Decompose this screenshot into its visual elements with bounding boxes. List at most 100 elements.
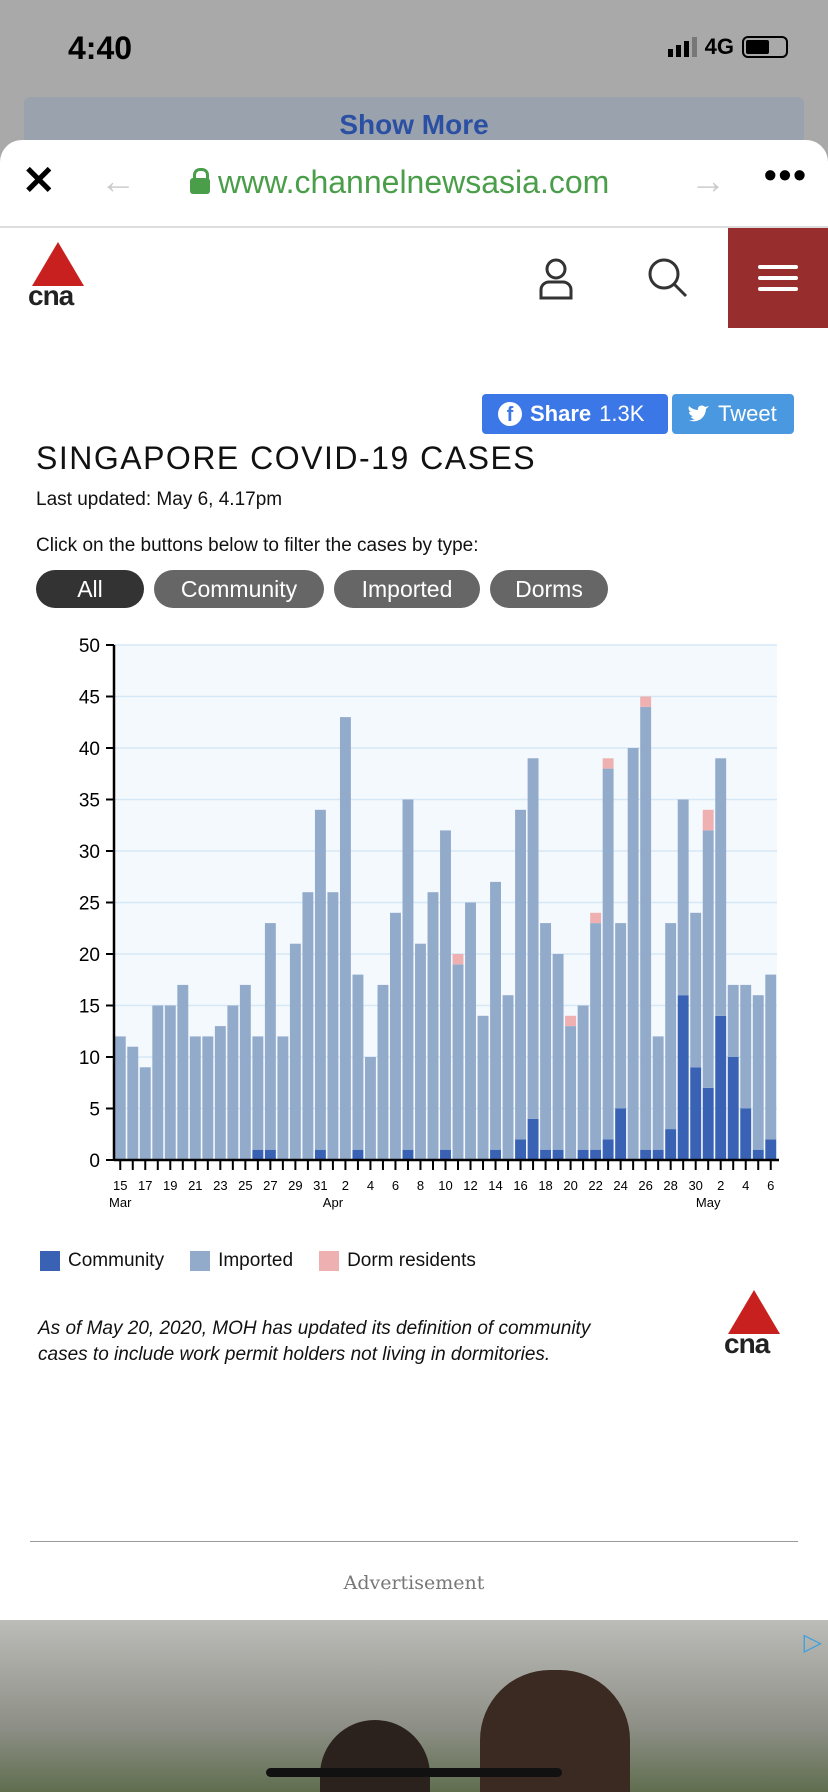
facebook-share-button[interactable]: f Share 1.3K [482, 394, 668, 434]
bar-imported [189, 1036, 201, 1160]
month-label: May [696, 1195, 721, 1210]
y-tick-label: 20 [79, 945, 100, 966]
bar-imported [352, 974, 364, 1150]
network-type: 4G [704, 34, 734, 59]
bar-dorm-residents [640, 696, 652, 707]
search-icon[interactable] [646, 256, 690, 300]
user-icon[interactable] [536, 256, 576, 300]
y-tick-label: 10 [79, 1048, 100, 1069]
chart-title: SINGAPORE COVID-19 CASES [36, 440, 537, 476]
x-tick-label: 6 [392, 1178, 399, 1193]
x-tick-label: 15 [113, 1178, 127, 1193]
bar-imported [239, 984, 251, 1160]
x-tick-label: 21 [188, 1178, 202, 1193]
bar-imported [765, 974, 777, 1140]
back-arrow-icon[interactable]: ← [100, 160, 136, 201]
bar-community [715, 1015, 727, 1160]
filter-all-button[interactable]: All [36, 570, 144, 608]
bar-community [540, 1149, 552, 1160]
bar-imported [577, 1005, 589, 1150]
filter-community-button[interactable]: Community [154, 570, 324, 608]
bar-community [765, 1139, 777, 1160]
bar-community [577, 1149, 589, 1160]
ad-image[interactable]: ▷ [0, 1620, 828, 1792]
x-tick-label: 24 [613, 1178, 627, 1193]
cna-logo-small: cna [724, 1290, 784, 1360]
y-tick-label: 5 [89, 1100, 100, 1121]
filter-imported-button[interactable]: Imported [334, 570, 480, 608]
bar-community [527, 1118, 539, 1160]
bar-imported [740, 984, 752, 1109]
share-buttons: f Share 1.3K Tweet [482, 394, 794, 434]
signal-icon [667, 37, 697, 57]
x-tick-label: 16 [513, 1178, 527, 1193]
x-tick-label: 14 [488, 1178, 502, 1193]
chart-legend: Community Imported Dorm residents [40, 1250, 476, 1272]
x-tick-label: 8 [417, 1178, 424, 1193]
legend-imported[interactable]: Imported [190, 1250, 293, 1272]
x-tick-label: 29 [288, 1178, 302, 1193]
bar-imported [677, 799, 689, 996]
x-tick-label: 2 [342, 1178, 349, 1193]
bar-imported [289, 943, 301, 1160]
twitter-icon [688, 405, 709, 422]
bar-imported [277, 1036, 289, 1160]
bar-imported [665, 923, 677, 1130]
filter-prompt: Click on the buttons below to filter the… [36, 535, 479, 556]
bar-community [490, 1149, 501, 1160]
x-tick-label: 20 [563, 1178, 577, 1193]
bar-imported [552, 954, 564, 1150]
bar-imported [490, 881, 501, 1150]
bar-imported [264, 923, 276, 1150]
bar-imported [127, 1046, 139, 1160]
cna-logo[interactable]: cna [28, 242, 88, 312]
bar-dorm-residents [452, 954, 464, 965]
bar-imported [327, 892, 339, 1160]
legend-dorm-residents[interactable]: Dorm residents [319, 1250, 476, 1272]
bar-community [665, 1129, 677, 1160]
facebook-icon: f [498, 402, 522, 426]
bar-community [264, 1149, 276, 1160]
bar-dorm-residents [602, 758, 614, 769]
bar-imported [702, 830, 714, 1088]
bar-community [752, 1149, 764, 1160]
x-tick-label: 25 [238, 1178, 252, 1193]
filter-dorms-button[interactable]: Dorms [490, 570, 608, 608]
x-tick-label: 28 [663, 1178, 677, 1193]
x-tick-label: 22 [588, 1178, 602, 1193]
bar-imported [252, 1036, 264, 1150]
site-header: cna [0, 228, 828, 328]
bar-imported [377, 984, 389, 1160]
bar-community [615, 1108, 627, 1160]
more-icon[interactable]: ••• [764, 154, 808, 195]
y-tick-label: 30 [79, 842, 100, 863]
forward-arrow-icon[interactable]: → [690, 160, 726, 201]
definition-note: As of May 20, 2020, MOH has updated its … [38, 1318, 591, 1365]
bar-imported [415, 943, 426, 1160]
x-tick-label: 27 [263, 1178, 277, 1193]
home-indicator[interactable] [266, 1768, 562, 1777]
x-tick-label: 6 [767, 1178, 774, 1193]
legend-community[interactable]: Community [40, 1250, 164, 1272]
tweet-button[interactable]: Tweet [672, 394, 794, 434]
menu-button[interactable] [728, 228, 828, 328]
bar-community [652, 1149, 664, 1160]
x-tick-label: 18 [538, 1178, 552, 1193]
bar-dorm-residents [565, 1015, 577, 1027]
bar-community [515, 1139, 527, 1160]
bar-community [252, 1149, 264, 1160]
bar-community [352, 1149, 364, 1160]
y-tick-label: 15 [79, 997, 100, 1018]
y-tick-label: 0 [89, 1151, 100, 1172]
address-field[interactable]: www.channelnewsasia.com [190, 164, 609, 201]
x-tick-label: 26 [638, 1178, 652, 1193]
bar-community [552, 1149, 564, 1160]
adchoices-icon[interactable]: ▷ [803, 1629, 822, 1656]
advertisement-label: Advertisement [343, 1572, 485, 1594]
bar-imported [752, 995, 764, 1150]
close-icon[interactable]: ✕ [22, 159, 56, 203]
bar-imported [202, 1036, 214, 1160]
bar-imported [339, 717, 351, 1160]
